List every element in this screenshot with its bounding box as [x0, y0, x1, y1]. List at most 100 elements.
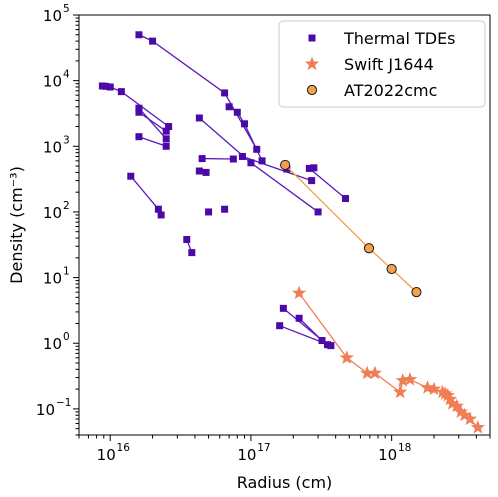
- thermal-tdes-point: [314, 208, 322, 216]
- thermal-tdes-point: [162, 127, 170, 135]
- thermal-tdes-point: [318, 337, 326, 345]
- plot-frame: [78, 14, 491, 436]
- swift-j1644-point: [402, 372, 418, 386]
- y-tick-exponent: 5: [63, 3, 70, 15]
- x-tick-label: 10: [237, 446, 256, 464]
- swift-j1644-point: [457, 407, 472, 422]
- thermal-tdes-point: [106, 83, 114, 91]
- thermal-tdes-line: [298, 317, 323, 341]
- y-tick-label: 10: [43, 138, 62, 156]
- swift-j1644-point: [462, 411, 478, 426]
- at2022cmc-point: [411, 287, 422, 298]
- legend: Thermal TDEs Swift J1644 AT2022cmc: [278, 20, 486, 108]
- thermal-tdes-line: [308, 167, 346, 200]
- y-tick-exponent: −1: [56, 397, 71, 409]
- y-tick-exponent: 3: [63, 134, 70, 146]
- swift-j1644-point: [367, 365, 383, 380]
- thermal-tdes-point: [117, 88, 125, 96]
- thermal-tdes-point: [305, 164, 313, 172]
- thermal-tdes-point: [195, 167, 203, 175]
- series-layer: [98, 31, 486, 434]
- thermal-tdes-point: [238, 152, 246, 160]
- thermal-tdes-point: [327, 342, 335, 350]
- series-at2022cmc: [280, 159, 422, 298]
- y-tick-label: 10: [43, 204, 62, 222]
- swift-j1644-point: [291, 285, 307, 300]
- swift-j1644-point: [339, 350, 354, 364]
- y-tick-label: 10: [36, 401, 55, 419]
- thermal-tdes-point: [279, 304, 287, 312]
- thermal-tdes-point: [127, 172, 135, 180]
- y-tick-label: 10: [43, 335, 62, 353]
- thermal-tdes-line: [138, 136, 167, 147]
- thermal-tdes-point: [342, 195, 350, 203]
- y-tick-exponent: 4: [63, 69, 70, 81]
- thermal-tdes-point: [162, 142, 170, 150]
- swift-j1644-point: [449, 398, 464, 413]
- thermal-tdes-point: [295, 314, 303, 322]
- legend-marker-swift-j1644: [304, 56, 320, 71]
- swift-j1644-point: [395, 373, 410, 387]
- legend-box: [278, 20, 486, 108]
- legend-marker-thermal-tdes: [308, 34, 316, 42]
- y-axis-label: Density (cm⁻³): [7, 166, 26, 284]
- thermal-tdes-point: [165, 123, 173, 131]
- swift-j1644-point: [453, 404, 468, 418]
- legend-label-thermal-tdes: Thermal TDEs: [343, 29, 456, 48]
- thermal-tdes-point: [276, 322, 284, 330]
- thermal-tdes-point: [102, 82, 110, 90]
- y-tick-label: 10: [43, 7, 62, 25]
- thermal-tdes-point: [183, 236, 191, 244]
- thermal-tdes-line: [138, 111, 167, 132]
- thermal-tdes-point: [135, 108, 143, 116]
- thermal-tdes-point: [154, 205, 162, 213]
- thermal-tdes-point: [229, 155, 237, 163]
- thermal-tdes-line: [138, 107, 167, 140]
- x-tick-exponent: 17: [257, 442, 270, 454]
- thermal-tdes-point: [240, 120, 248, 128]
- thermal-tdes-point: [198, 155, 206, 163]
- swift-j1644-point: [445, 396, 460, 410]
- swift-j1644-point: [470, 420, 486, 434]
- thermal-tdes-point: [205, 208, 213, 216]
- thermal-tdes-point: [162, 135, 170, 143]
- y-tick-exponent: 1: [63, 266, 70, 278]
- swift-j1644-point: [393, 384, 408, 399]
- thermal-tdes-point: [221, 205, 229, 213]
- y-tick-exponent: 0: [63, 331, 70, 343]
- thermal-tdes-point: [135, 31, 143, 39]
- x-tick-exponent: 18: [398, 442, 411, 454]
- thermal-tdes-point: [202, 168, 210, 176]
- x-axis-label: Radius (cm): [237, 473, 333, 492]
- thermal-tdes-line: [228, 106, 263, 162]
- thermal-tdes-point: [135, 104, 143, 112]
- thermal-tdes-point: [157, 211, 165, 219]
- swift-j1644-point: [426, 381, 442, 396]
- thermal-tdes-point: [188, 249, 196, 257]
- thermal-tdes-point: [308, 177, 316, 185]
- thermal-tdes-line: [198, 117, 319, 213]
- legend-marker-at2022cmc: [306, 84, 318, 96]
- thermal-tdes-point: [221, 89, 229, 97]
- swift-j1644-point: [440, 387, 455, 402]
- swift-j1644-point: [360, 365, 375, 380]
- y-tick-exponent: 2: [63, 200, 70, 212]
- thermal-tdes-point: [149, 37, 157, 45]
- at2022cmc-point: [363, 243, 375, 254]
- at2022cmc-line: [284, 164, 417, 293]
- x-tick-label: 10: [378, 446, 397, 464]
- x-tick-exponent: 16: [117, 442, 131, 454]
- at2022cmc-point: [386, 263, 397, 275]
- thermal-tdes-point: [233, 108, 241, 116]
- legend-label-swift-j1644: Swift J1644: [344, 55, 434, 74]
- y-tick-label: 10: [43, 73, 62, 91]
- swift-j1644-point: [442, 391, 458, 406]
- x-axis: 10 16 10 17 10 18: [78, 435, 491, 464]
- thermal-tdes-point: [135, 133, 143, 141]
- y-tick-label: 10: [43, 270, 62, 288]
- thermal-tdes-point: [310, 164, 318, 172]
- thermal-tdes-point: [195, 114, 203, 122]
- thermal-tdes-point: [258, 157, 266, 165]
